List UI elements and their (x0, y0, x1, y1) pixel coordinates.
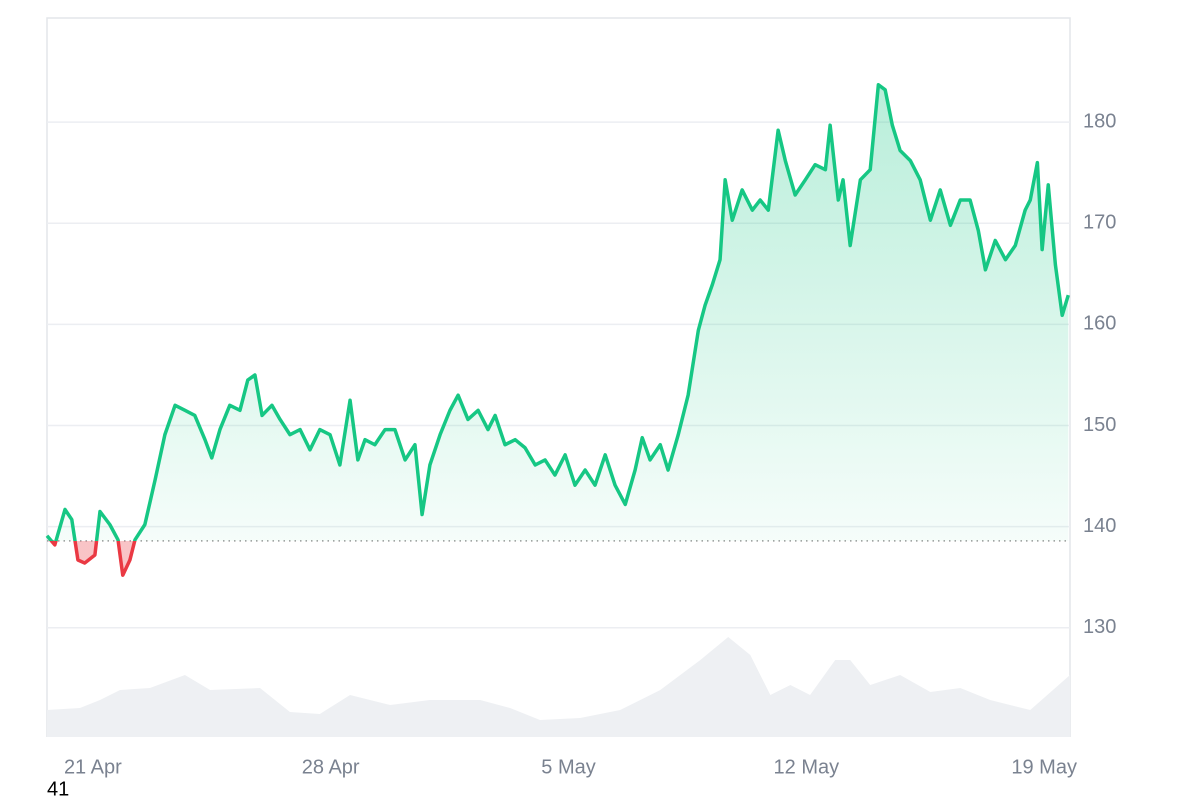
y-tick-label: 180 (1083, 110, 1116, 132)
price-line (45, 82, 1070, 577)
y-tick-label: 130 (1083, 616, 1116, 638)
y-tick-label: 170 (1083, 212, 1116, 234)
x-tick-label: 12 May (774, 756, 840, 778)
note: 41 (47, 778, 69, 800)
x-tick-label: 28 Apr (302, 756, 360, 778)
y-tick-label: 160 (1083, 313, 1116, 335)
x-tick-label: 21 Apr (64, 756, 122, 778)
price-area (47, 84, 1069, 576)
plot-frame (46, 17, 1071, 737)
y-tick-label: 150 (1083, 414, 1116, 436)
volume-area (47, 637, 1070, 737)
x-tick-label: 5 May (541, 756, 595, 778)
y-tick-label: 140 (1083, 515, 1116, 537)
x-tick-label: 19 May (1011, 756, 1077, 778)
